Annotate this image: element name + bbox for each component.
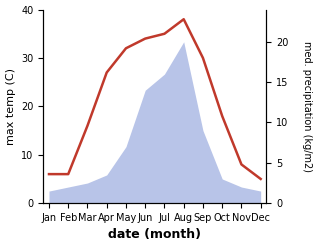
Y-axis label: med. precipitation (kg/m2): med. precipitation (kg/m2) — [302, 41, 313, 172]
Y-axis label: max temp (C): max temp (C) — [5, 68, 16, 145]
X-axis label: date (month): date (month) — [108, 228, 201, 242]
